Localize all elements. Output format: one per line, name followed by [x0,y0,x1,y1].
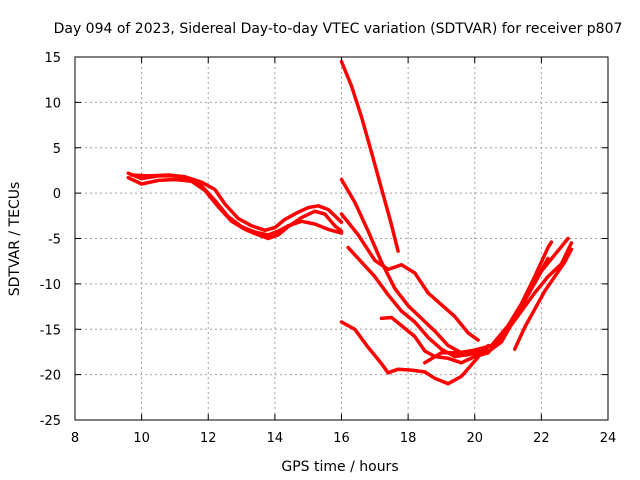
chart-title: Day 094 of 2023, Sidereal Day-to-day VTE… [54,21,623,37]
x-axis-label: GPS time / hours [281,459,398,475]
y-tick-label: -15 [40,323,61,338]
x-tick-label: 22 [533,431,550,446]
x-tick-label: 14 [267,431,284,446]
series-track-4 [339,59,400,253]
series-track-6 [339,212,480,342]
y-tick-label: 0 [53,187,61,202]
data-series [126,59,574,386]
y-tick-label: -20 [40,369,61,384]
axis-ticks: 8 10 12 14 16 18 20 22 24 -25 -20 -15 -10 -5 0 5 10 15 [40,51,617,446]
series-track-12 [512,247,574,351]
y-tick-label: 15 [44,51,61,66]
series-track-3 [129,173,344,233]
grid-lines [75,57,608,420]
series-track-2 [126,175,344,241]
x-tick-label: 18 [400,431,417,446]
series-track-13 [506,241,574,332]
x-tick-label: 10 [133,431,150,446]
y-tick-label: -5 [48,233,61,248]
series-track-1 [126,171,344,237]
y-tick-label: -10 [40,278,61,293]
series-track-8 [339,320,490,386]
x-tick-label: 16 [333,431,350,446]
y-tick-label: 5 [53,142,61,157]
x-tick-label: 24 [600,431,617,446]
series-track-11 [486,236,570,354]
series-track-10 [423,240,554,365]
y-tick-label: -25 [40,414,61,429]
y-tick-label: 10 [44,96,61,111]
x-tick-label: 20 [466,431,483,446]
y-axis-label: SDTVAR / TECUs [7,182,23,297]
x-tick-label: 12 [200,431,217,446]
series-track-7 [346,245,484,359]
x-tick-label: 8 [71,431,79,446]
